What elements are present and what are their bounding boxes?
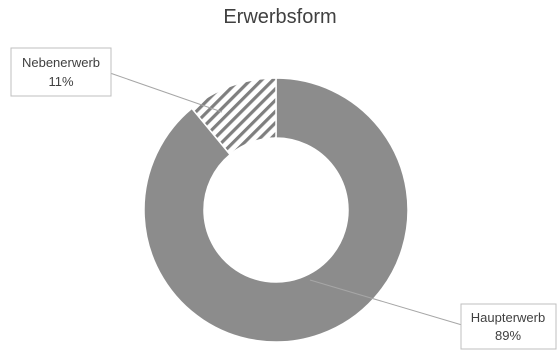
- callout-leader-nebenerwerb: [109, 72, 223, 113]
- slice-haupterwerb: [143, 77, 409, 343]
- slice-nebenerwerb: [190, 77, 277, 156]
- callout-label-nebenerwerb: Nebenerwerb: [22, 55, 100, 70]
- callout-label-haupterwerb: Haupterwerb: [471, 310, 545, 325]
- callout-value-nebenerwerb: 11%: [48, 74, 73, 89]
- callout-nebenerwerb: Nebenerwerb 11%: [10, 47, 223, 113]
- chart-title: Erwerbsform: [223, 6, 337, 28]
- callout-box-nebenerwerb: [10, 47, 112, 97]
- callout-haupterwerb: Haupterwerb 89%: [309, 279, 557, 350]
- donut-slices: [143, 77, 409, 343]
- callout-value-haupterwerb: 89%: [495, 328, 521, 343]
- callout-leader-haupterwerb: [309, 279, 463, 326]
- callout-box-haupterwerb: [460, 303, 557, 350]
